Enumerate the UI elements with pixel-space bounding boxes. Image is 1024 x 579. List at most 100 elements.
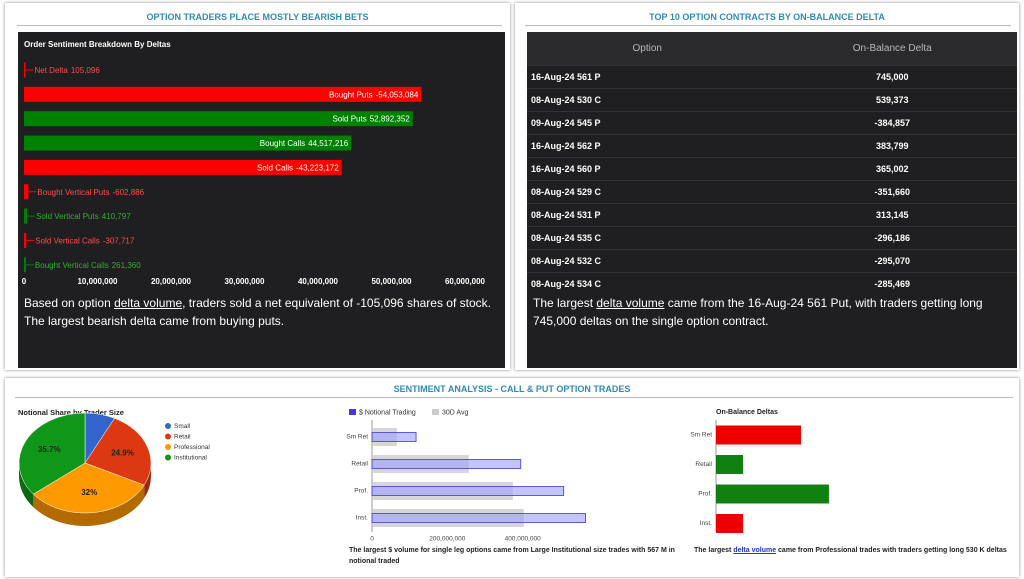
bar bbox=[24, 257, 26, 273]
caption: The largest delta volume came from Profe… bbox=[694, 545, 1014, 556]
legend-label: Small bbox=[174, 423, 191, 430]
rule bbox=[525, 25, 1011, 26]
panel-title: TOP 10 OPTION CONTRACTS BY ON-BALANCE DE… bbox=[649, 12, 885, 22]
table-row: 08-Aug-24 529 C -351,660 bbox=[527, 180, 1017, 204]
legend-marker bbox=[165, 423, 171, 429]
bar-category: Sold Vertical Puts bbox=[36, 212, 99, 221]
caption: The largest $ volume for single leg opti… bbox=[349, 547, 675, 565]
legend-label: Retail bbox=[174, 434, 191, 441]
table-row: 09-Aug-24 545 P -384,857 bbox=[527, 111, 1017, 135]
bar bbox=[24, 208, 28, 224]
table-row: 16-Aug-24 560 P 365,002 bbox=[527, 157, 1017, 181]
pie-side bbox=[144, 463, 151, 499]
y-tick-label: Inst. bbox=[356, 515, 368, 522]
note-link[interactable]: delta volume bbox=[596, 296, 665, 310]
caption-text: The largest bbox=[694, 547, 734, 554]
bar bbox=[24, 111, 413, 127]
bar-category: Sold Vertical Calls bbox=[35, 237, 99, 246]
rule bbox=[15, 397, 1013, 398]
chart-title: Order Sentiment Breakdown By Deltas bbox=[24, 40, 171, 49]
panel: SENTIMENT ANALYSIS - CALL & PUT OPTION T… bbox=[5, 378, 1019, 577]
table-cell: 16-Aug-24 562 P bbox=[527, 134, 768, 158]
pie-slice bbox=[18, 412, 86, 495]
bar bbox=[371, 486, 565, 496]
bar-value: -54,053,084 bbox=[376, 90, 419, 99]
panel: OPTION TRADERS PLACE MOSTLY BEARISH BETS bbox=[5, 3, 510, 370]
legend-label: Institutional bbox=[174, 455, 207, 462]
bar bbox=[24, 86, 422, 102]
caption-link[interactable]: delta volume bbox=[733, 547, 777, 554]
note: Based on option delta volume, traders so… bbox=[24, 294, 499, 330]
table-cell: 16-Aug-24 561 P bbox=[527, 65, 768, 89]
legend-label: 30D Avg bbox=[442, 409, 468, 416]
x-tick-label: 0 bbox=[22, 277, 27, 286]
bar-label: Bought Vertical Calls 261,360 bbox=[35, 261, 141, 270]
table-cell: 08-Aug-24 531 P bbox=[527, 203, 768, 227]
pie-slice bbox=[84, 418, 152, 486]
x-tick-label: 400,000,000 bbox=[505, 536, 542, 543]
bar-value: -43,223,172 bbox=[296, 164, 339, 173]
bar bbox=[24, 232, 27, 248]
bar-category: Net Delta bbox=[35, 66, 69, 75]
table-cell: 16-Aug-24 560 P bbox=[527, 157, 768, 181]
table-row: 08-Aug-24 531 P 313,145 bbox=[527, 203, 1017, 227]
bar-label: Sold Vertical Calls -307,717 bbox=[35, 237, 135, 246]
x-tick-label: 20,000,000 bbox=[151, 277, 192, 286]
note-text: came from the 16-Aug-24 561 Put, with tr… bbox=[533, 296, 983, 328]
contracts-table: Option On-Balance Delta 16-Aug-24 561 P 74… bbox=[527, 32, 1017, 295]
table-row: 16-Aug-24 561 P 745,000 bbox=[527, 65, 1017, 89]
bar-category: Sold Puts bbox=[332, 115, 366, 124]
bar-value: 105,096 bbox=[71, 66, 100, 75]
y-tick-label: Retail bbox=[695, 461, 712, 468]
table-cell: -285,469 bbox=[767, 272, 1017, 295]
table-row: 08-Aug-24 535 C -296,186 bbox=[527, 226, 1017, 250]
bar bbox=[716, 425, 802, 445]
table-cell: 09-Aug-24 545 P bbox=[527, 111, 768, 135]
chart-title: Notional Share by Trader Size bbox=[18, 408, 124, 417]
note-text: The largest bbox=[533, 296, 597, 310]
bar bbox=[24, 135, 352, 151]
table-cell: 08-Aug-24 529 C bbox=[527, 180, 768, 204]
bar-value: 410,797 bbox=[102, 212, 131, 221]
table-cell: -384,857 bbox=[767, 111, 1017, 135]
column-header: Option bbox=[527, 32, 768, 66]
bar bbox=[24, 184, 29, 200]
bar-label: Net Delta 105,096 bbox=[35, 66, 101, 75]
x-tick-label: 40,000,000 bbox=[298, 277, 339, 286]
note-text: , traders sold a net equivalent of -105,… bbox=[24, 296, 491, 328]
bar-label: Sold Calls -43,223,172 bbox=[257, 164, 339, 173]
bar bbox=[716, 455, 744, 474]
bar-value: -307,717 bbox=[103, 237, 135, 246]
slice-label: 32% bbox=[81, 488, 97, 497]
table-cell: 365,002 bbox=[767, 157, 1017, 181]
bar bbox=[24, 159, 342, 175]
panel-title: OPTION TRADERS PLACE MOSTLY BEARISH BETS bbox=[146, 12, 369, 22]
table-cell: 745,000 bbox=[767, 65, 1017, 89]
x-tick-label: 10,000,000 bbox=[77, 277, 118, 286]
bar bbox=[371, 513, 586, 523]
legend-marker bbox=[165, 444, 171, 450]
y-tick-label: Inst. bbox=[700, 520, 712, 527]
table-cell: 08-Aug-24 535 C bbox=[527, 226, 768, 250]
y-tick-label: Sm Ret bbox=[690, 432, 712, 439]
table-cell: 539,373 bbox=[767, 88, 1017, 112]
bar bbox=[716, 514, 744, 533]
legend-marker bbox=[165, 433, 171, 440]
legend-marker bbox=[165, 454, 171, 461]
bar bbox=[24, 62, 26, 78]
note: The largest delta volume came from the 1… bbox=[533, 294, 1013, 330]
bar-label: Sold Puts 52,892,352 bbox=[332, 115, 410, 124]
table-row: 08-Aug-24 530 C 539,373 bbox=[527, 88, 1017, 112]
y-tick-label: Sm Ret bbox=[346, 434, 368, 441]
y-tick-label: Retail bbox=[351, 461, 368, 468]
slice-label: 24.9% bbox=[111, 449, 134, 458]
note-link[interactable]: delta volume bbox=[114, 296, 183, 310]
table-row: 16-Aug-24 562 P 383,799 bbox=[527, 134, 1017, 158]
table-cell: -295,070 bbox=[767, 249, 1017, 273]
bar-label: Bought Puts -54,053,084 bbox=[329, 90, 419, 99]
bar-value: 261,360 bbox=[112, 261, 141, 270]
table-cell: -296,186 bbox=[767, 226, 1017, 250]
bar-value: 44,517,216 bbox=[308, 139, 349, 148]
